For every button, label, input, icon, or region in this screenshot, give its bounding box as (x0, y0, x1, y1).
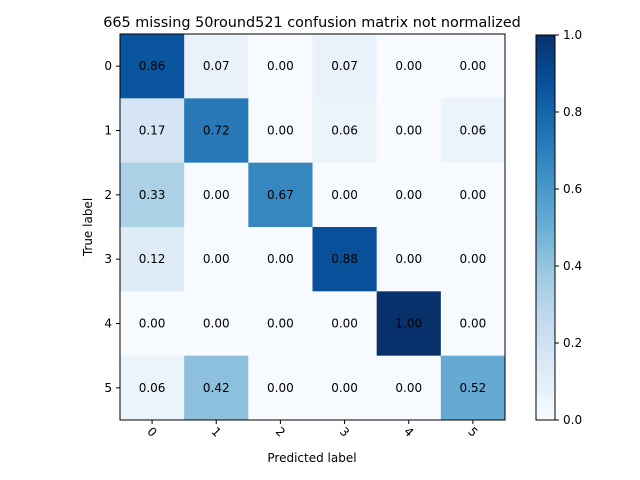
heatmap-cell (376, 227, 442, 292)
cell-value-label: 0.17 (139, 124, 166, 138)
heatmap-cell (376, 98, 442, 164)
heatmap-cell (248, 34, 313, 99)
cell-value-label: 0.06 (139, 381, 166, 395)
heatmap-cell (120, 227, 185, 292)
heatmap-cell (120, 355, 185, 421)
y-axis-ticks: 0 1 2 3 4 5 (104, 59, 120, 395)
heatmap-cell (248, 162, 313, 228)
cell-value-label: 0.00 (139, 317, 166, 331)
cell-value-label: 0.00 (331, 381, 358, 395)
colorbar-tick-label: 0.4 (563, 259, 582, 273)
heatmap-cell (312, 227, 378, 292)
cell-value-label: 0.00 (460, 188, 487, 202)
heatmap-cell (376, 355, 442, 421)
heatmap-cell (120, 162, 185, 228)
colorbar-tick-label: 0.0 (563, 413, 582, 427)
heatmap-cell (312, 291, 378, 357)
cell-value-label: 0.06 (460, 124, 487, 138)
cell-value-label: 1.00 (395, 317, 422, 331)
heatmap-cell (312, 355, 378, 421)
heatmap-cell (312, 34, 378, 99)
y-tick-label: 0 (104, 59, 112, 73)
cell-value-label: 0.00 (267, 381, 294, 395)
cell-value-label: 0.00 (267, 252, 294, 266)
cell-value-label: 0.00 (267, 59, 294, 73)
heatmap-cell (248, 227, 313, 292)
y-tick-label: 5 (104, 381, 112, 395)
y-axis-label: True label (81, 198, 95, 257)
cell-value-label: 0.67 (267, 188, 294, 202)
cell-value-label: 0.07 (331, 59, 358, 73)
cell-value-label: 0.00 (395, 59, 422, 73)
cell-value-label: 0.00 (331, 188, 358, 202)
y-tick-label: 4 (104, 317, 112, 331)
cell-value-label: 0.00 (395, 188, 422, 202)
heatmap-cell (248, 291, 313, 357)
cell-value-label: 0.00 (267, 317, 294, 331)
heatmap-cell (440, 162, 506, 228)
cell-value-label: 0.72 (203, 124, 230, 138)
heatmap-cell (440, 34, 506, 99)
heatmap-cell (184, 355, 249, 421)
colorbar-ticks: 0.0 0.2 0.4 0.6 0.8 1.0 (555, 28, 582, 427)
cell-value-label: 0.06 (331, 124, 358, 138)
cell-value-label: 0.12 (139, 252, 166, 266)
cell-value-label: 0.33 (139, 188, 166, 202)
cell-value-label: 0.00 (267, 124, 294, 138)
heatmap-cell (120, 34, 185, 99)
heatmap-cell (120, 98, 185, 164)
cell-value-label: 0.00 (395, 124, 422, 138)
y-tick-label: 3 (104, 252, 112, 266)
heatmap-cells (120, 34, 506, 421)
cell-value-label: 0.42 (203, 381, 230, 395)
colorbar-tick-label: 0.6 (563, 182, 582, 196)
heatmap-cell (376, 34, 442, 99)
cell-value-label: 0.00 (395, 381, 422, 395)
chart-title: 665 missing 50round521 confusion matrix … (103, 15, 521, 31)
heatmap-cell (440, 98, 506, 164)
cell-value-label: 0.00 (331, 317, 358, 331)
heatmap-cell (184, 227, 249, 292)
colorbar-tick-label: 0.2 (563, 336, 582, 350)
cell-value-label: 0.00 (460, 59, 487, 73)
heatmap-cell (120, 291, 185, 357)
colorbar-tick-label: 1.0 (563, 28, 582, 42)
cell-value-label: 0.00 (203, 188, 230, 202)
heatmap-cell (184, 98, 249, 164)
x-axis-label: Predicted label (267, 451, 356, 465)
heatmap-cell (376, 162, 442, 228)
heatmap-cell (184, 291, 249, 357)
cell-value-label: 0.00 (395, 252, 422, 266)
heatmap-cell (184, 162, 249, 228)
cell-value-label: 0.07 (203, 59, 230, 73)
colorbar (535, 34, 556, 421)
heatmap-cell-labels: 0.86 0.07 0.00 0.07 0.00 0.00 0.17 0.72 0.00 0.06… (139, 59, 487, 395)
y-tick-label: 2 (104, 188, 112, 202)
heatmap-cell (312, 98, 378, 164)
cell-value-label: 0.86 (139, 59, 166, 73)
heatmap-cell (184, 34, 249, 99)
cell-value-label: 0.52 (460, 381, 487, 395)
heatmap-cell (440, 355, 506, 421)
y-tick-label: 1 (104, 124, 112, 138)
cell-value-label: 0.88 (331, 252, 358, 266)
plot-frame (119, 33, 506, 421)
heatmap-cell (440, 227, 506, 292)
heatmap-cell (248, 355, 313, 421)
cell-value-label: 0.00 (203, 252, 230, 266)
cell-value-label: 0.00 (460, 317, 487, 331)
heatmap-cell (312, 162, 378, 228)
heatmap-cell (248, 98, 313, 164)
colorbar-tick-label: 0.8 (563, 105, 582, 119)
heatmap-cell (440, 291, 506, 357)
heatmap-cell (376, 291, 442, 357)
cell-value-label: 0.00 (203, 317, 230, 331)
cell-value-label: 0.00 (460, 252, 487, 266)
